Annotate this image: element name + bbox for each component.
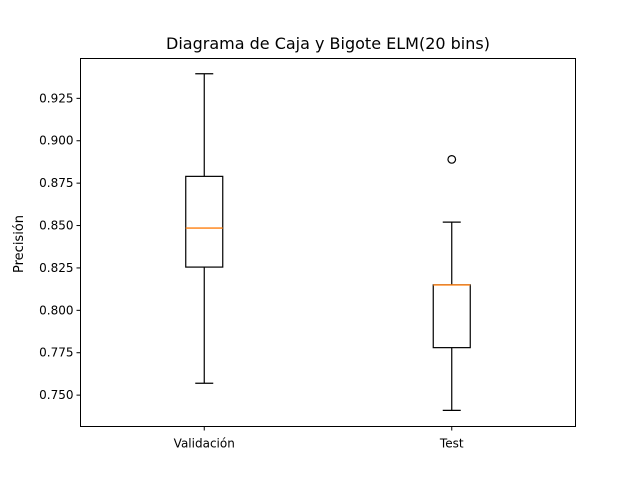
y-tick-label: 0.825 [39,261,73,275]
x-tick-label: Validación [174,437,235,451]
y-tick-label: 0.775 [39,346,73,360]
y-tick-label: 0.875 [39,176,73,190]
axes-frame [80,58,576,427]
box [185,175,224,268]
y-tick-label: 0.750 [39,388,73,402]
y-tick-label: 0.925 [39,91,73,105]
y-tick-label: 0.850 [39,219,73,233]
y-tick-label: 0.800 [39,303,73,317]
y-tick-label: 0.900 [39,134,73,148]
outlier-point [447,155,457,164]
plot-area: 0.750 0.775 0.800 0.825 0.850 0.875 0.900 0.925… [39,73,471,451]
chart-title: Diagrama de Caja y Bigote ELM(20 bins) [166,34,490,53]
y-axis-label: Precisión [12,215,27,273]
x-tick-label: Test [439,437,464,451]
